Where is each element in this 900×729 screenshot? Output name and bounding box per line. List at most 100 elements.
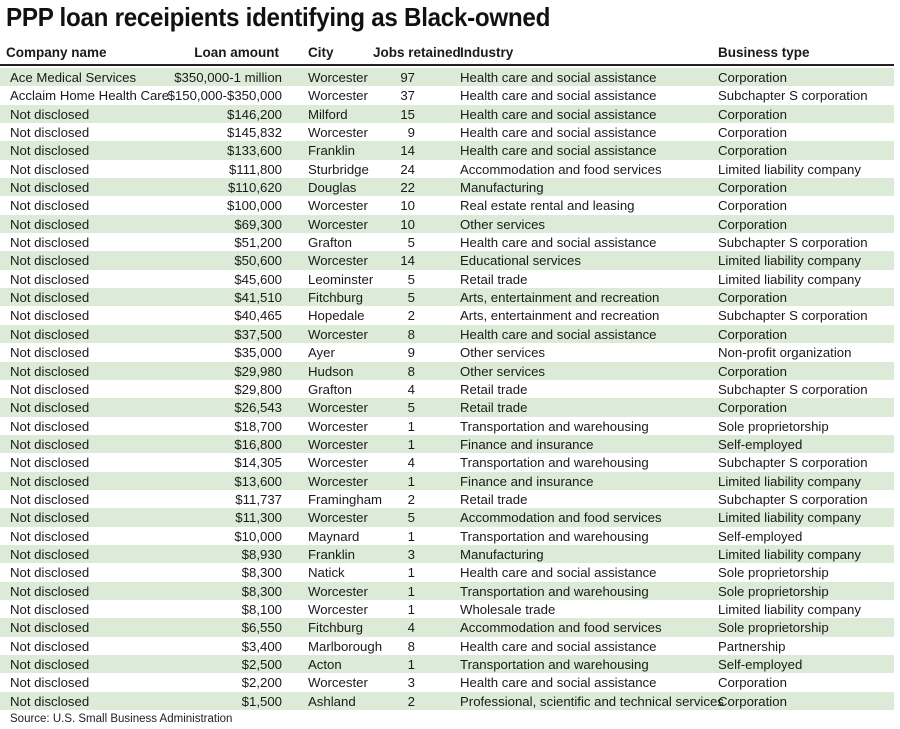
company-name-cell: Not disclosed xyxy=(10,675,90,691)
company-name-cell: Not disclosed xyxy=(10,601,90,617)
loan-amount-cell: $133,600 xyxy=(226,143,282,159)
business-type-cell: Partnership xyxy=(718,638,786,654)
header-rule xyxy=(0,64,894,66)
loan-amount-cell: $145,832 xyxy=(226,125,282,141)
jobs-retained-cell: 24 xyxy=(400,161,415,177)
jobs-retained-cell: 5 xyxy=(407,235,415,251)
city-cell: Sturbridge xyxy=(308,161,369,177)
city-cell: Worcester xyxy=(308,510,368,526)
company-name-cell: Not disclosed xyxy=(10,308,90,324)
city-cell: Acton xyxy=(308,657,342,672)
industry-cell: Educational services xyxy=(460,253,581,269)
jobs-retained-cell: 2 xyxy=(407,308,415,324)
table-row: Not disclosed $50,600 Worcester 14 Education… xyxy=(0,251,894,270)
jobs-retained-cell: 3 xyxy=(407,675,415,691)
business-type-cell: Sole proprietorship xyxy=(718,620,829,636)
industry-cell: Health care and social assistance xyxy=(460,235,657,251)
city-cell: Worcester xyxy=(308,326,368,342)
industry-cell: Health care and social assistance xyxy=(460,326,657,342)
business-type-cell: Subchapter S corporation xyxy=(718,491,868,507)
industry-cell: Transportation and warehousing xyxy=(460,528,649,544)
company-name-cell: Not disclosed xyxy=(10,657,90,672)
business-type-cell: Corporation xyxy=(718,693,787,709)
table-row: Not disclosed $51,200 Grafton 5 Health care … xyxy=(0,233,894,251)
loan-amount-cell: $8,300 xyxy=(241,583,282,599)
loan-amount-cell: $35,000 xyxy=(234,345,282,361)
business-type-cell: Limited liability company xyxy=(718,546,861,562)
company-name-cell: Not disclosed xyxy=(10,528,90,544)
city-cell: Grafton xyxy=(308,235,352,251)
table-row: Not disclosed $69,300 Worcester 10 Other ser… xyxy=(0,214,894,234)
jobs-retained-cell: 22 xyxy=(400,180,415,196)
loan-amount-cell: $111,800 xyxy=(228,161,282,177)
industry-cell: Finance and insurance xyxy=(460,436,594,452)
company-name-cell: Not disclosed xyxy=(10,271,90,287)
industry-cell: Retail trade xyxy=(460,400,528,416)
city-cell: Worcester xyxy=(308,400,368,416)
business-type-cell: Corporation xyxy=(718,400,787,416)
chart-title: PPP loan receipients identifying as Blac… xyxy=(6,2,551,32)
table-row: Not disclosed $8,100 Worcester 1 Wholesale t… xyxy=(0,600,894,618)
city-cell: Worcester xyxy=(308,418,368,434)
table-row: Not disclosed $8,930 Franklin 3 Manufacturin… xyxy=(0,544,894,564)
city-cell: Worcester xyxy=(308,436,368,452)
jobs-retained-cell: 8 xyxy=(407,326,415,342)
loan-amount-cell: $29,980 xyxy=(234,363,282,379)
company-name-cell: Not disclosed xyxy=(10,491,90,507)
industry-cell: Other services xyxy=(460,345,546,361)
table-row: Not disclosed $1,500 Ashland 2 Professional,… xyxy=(0,691,894,711)
industry-cell: Health care and social assistance xyxy=(460,565,657,581)
loan-amount-cell: $18,700 xyxy=(234,418,282,434)
business-type-cell: Limited liability company xyxy=(718,253,861,269)
jobs-retained-cell: 37 xyxy=(400,88,415,104)
city-cell: Franklin xyxy=(308,143,355,159)
business-type-cell: Limited liability company xyxy=(718,473,861,489)
header-company-name: Company name xyxy=(6,45,107,60)
company-name-cell: Not disclosed xyxy=(10,400,90,416)
jobs-retained-cell: 8 xyxy=(407,638,415,654)
business-type-cell: Self-employed xyxy=(718,528,803,544)
table-row: Not disclosed $8,300 Natick 1 Health care an… xyxy=(0,563,894,581)
company-name-cell: Not disclosed xyxy=(10,235,90,251)
loan-amount-cell: $1,500 xyxy=(241,693,282,709)
table-row: Not disclosed $110,620 Douglas 22 Manufactur… xyxy=(0,178,894,197)
company-name-cell: Not disclosed xyxy=(10,693,90,709)
table-row: Not disclosed $146,200 Milford 15 Health car… xyxy=(0,104,894,124)
company-name-cell: Not disclosed xyxy=(10,546,90,562)
loan-amount-cell: $100,000 xyxy=(226,198,282,214)
loan-amount-cell: $110,620 xyxy=(227,180,282,196)
business-type-cell: Sole proprietorship xyxy=(718,583,829,599)
business-type-cell: Sole proprietorship xyxy=(718,565,829,581)
table-header: Company name Loan amount City Jobs retai… xyxy=(0,42,894,64)
loan-amount-cell: $11,300 xyxy=(235,510,282,526)
business-type-cell: Corporation xyxy=(718,216,787,232)
company-name-cell: Not disclosed xyxy=(10,143,90,159)
company-name-cell: Not disclosed xyxy=(10,381,90,397)
company-name-cell: Not disclosed xyxy=(10,125,90,141)
city-cell: Worcester xyxy=(308,601,368,617)
jobs-retained-cell: 2 xyxy=(407,693,415,709)
table-row: Not disclosed $3,400 Marlborough 8 Health ca… xyxy=(0,637,894,655)
business-type-cell: Subchapter S corporation xyxy=(718,381,868,397)
business-type-cell: Limited liability company xyxy=(718,161,861,177)
company-name-cell: Not disclosed xyxy=(10,363,90,379)
industry-cell: Manufacturing xyxy=(460,546,544,562)
loan-amount-cell: $8,100 xyxy=(241,601,282,617)
loan-amount-cell: $14,305 xyxy=(234,455,282,471)
industry-cell: Accommodation and food services xyxy=(460,620,662,636)
city-cell: Worcester xyxy=(308,216,368,232)
city-cell: Worcester xyxy=(308,88,368,104)
jobs-retained-cell: 5 xyxy=(407,400,415,416)
industry-cell: Retail trade xyxy=(460,491,528,507)
company-name-cell: Not disclosed xyxy=(10,216,90,232)
loan-amount-cell: $50,600 xyxy=(234,253,282,269)
loan-amount-cell: $11,737 xyxy=(235,491,282,507)
table-row: Not disclosed $40,465 Hopedale 2 Arts, enter… xyxy=(0,306,894,324)
table-row: Not disclosed $29,800 Grafton 4 Retail trade… xyxy=(0,380,894,398)
jobs-retained-cell: 9 xyxy=(407,125,415,141)
jobs-retained-cell: 1 xyxy=(407,601,415,617)
city-cell: Milford xyxy=(308,106,348,122)
loan-amount-cell: $69,300 xyxy=(234,216,282,232)
industry-cell: Other services xyxy=(460,216,546,232)
jobs-retained-cell: 10 xyxy=(400,216,415,232)
